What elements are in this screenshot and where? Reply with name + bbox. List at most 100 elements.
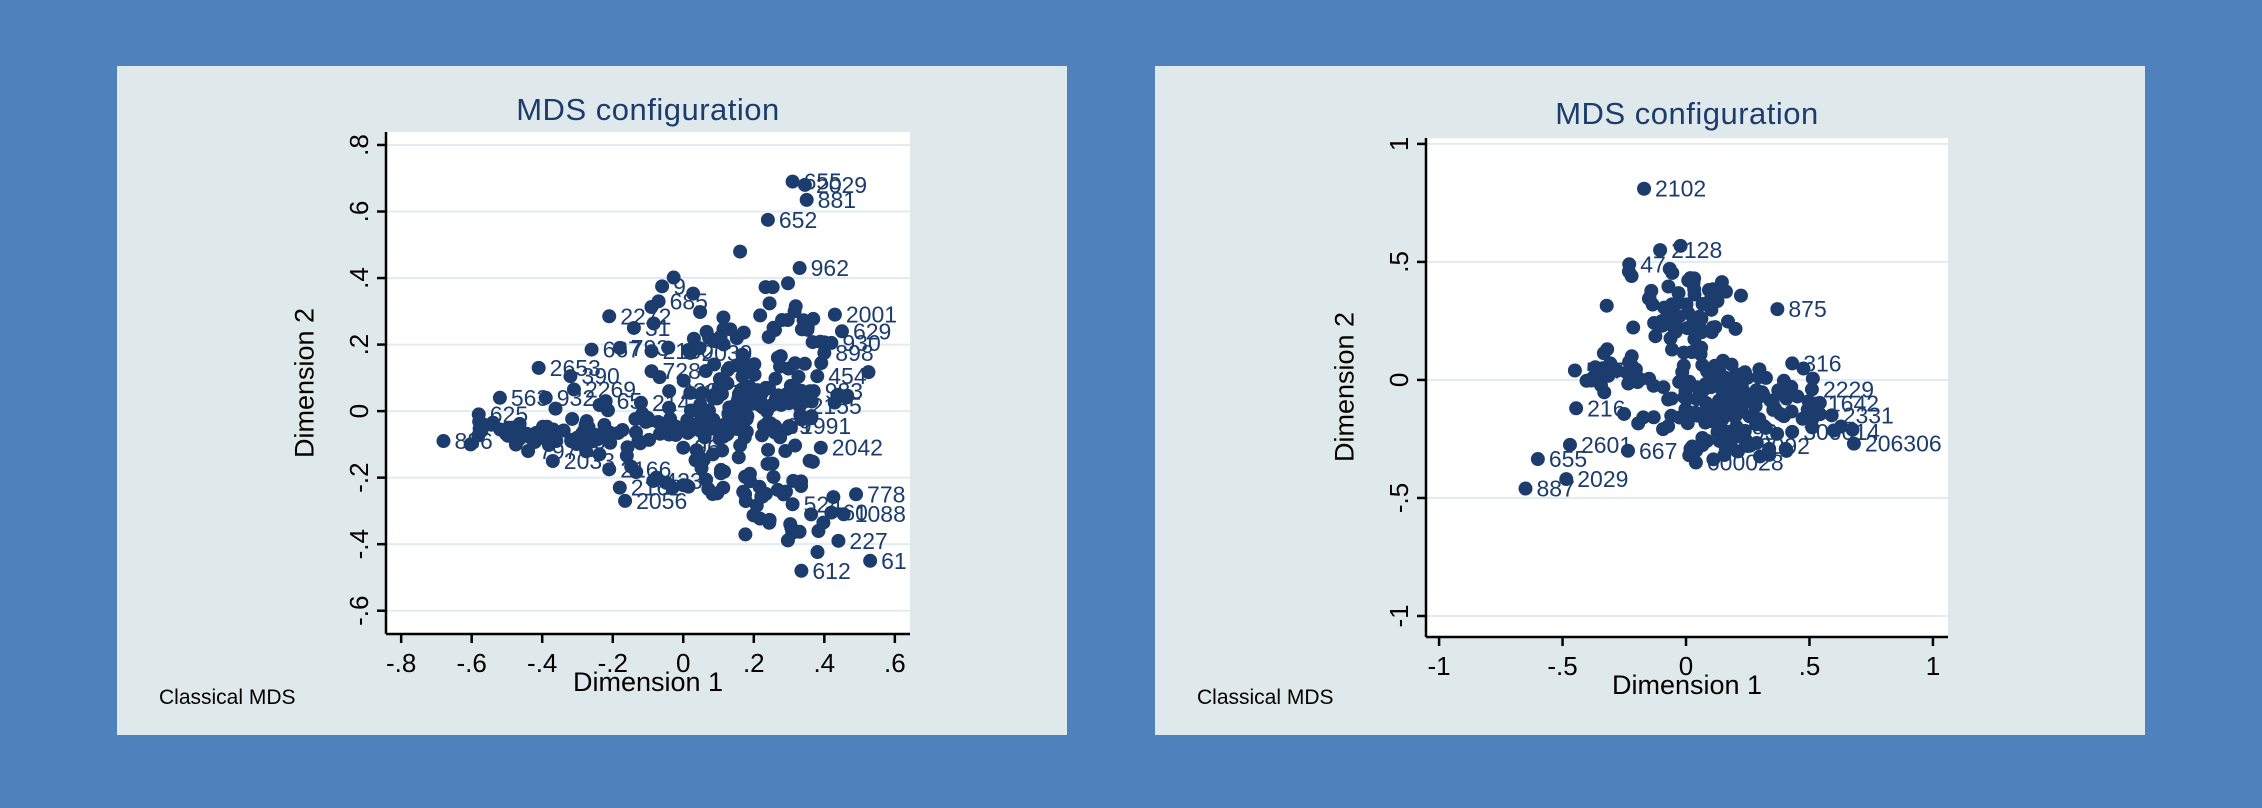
point-label: 157: [701, 380, 739, 406]
data-point: [693, 305, 708, 320]
point-label: 875: [1788, 296, 1826, 322]
y-tick-label: 0: [1384, 373, 1414, 387]
data-point: [619, 448, 634, 463]
data-point: [1683, 441, 1698, 456]
y-tick-label: .6: [344, 201, 374, 223]
data-point: [780, 276, 795, 291]
data-point: [826, 490, 841, 505]
point-label: 612: [812, 558, 850, 584]
data-point: [804, 507, 819, 522]
data-point: [1676, 358, 1691, 373]
data-point: [1785, 356, 1800, 371]
scatter-plot-right: 1.50-.5-1-1 -.5 0.5 12102212847875316222916…: [1384, 137, 1948, 681]
data-point: [1833, 419, 1848, 434]
data-point: [1809, 396, 1824, 411]
data-point: [1845, 422, 1860, 437]
data-point: [736, 484, 751, 499]
chart-title: MDS configuration: [516, 92, 780, 127]
data-point: [716, 480, 731, 495]
data-point: [602, 309, 617, 324]
data-point: [768, 371, 783, 386]
point-label: 2601: [1581, 432, 1632, 458]
data-point: [783, 378, 798, 393]
point-label: 2042: [832, 435, 883, 461]
data-point: [813, 440, 828, 455]
y-tick-label: .2: [344, 334, 374, 356]
data-point: [628, 425, 643, 440]
data-point: [644, 364, 659, 379]
data-point: [515, 428, 530, 443]
point-label: 1088: [855, 501, 906, 527]
data-point: [758, 380, 773, 395]
data-point: [646, 473, 661, 488]
data-point: [714, 386, 729, 401]
data-point: [797, 177, 812, 192]
data-point: [1707, 365, 1722, 380]
point-label: 962: [811, 255, 849, 281]
data-point: [1706, 452, 1721, 467]
data-point: [806, 311, 821, 326]
data-point: [1648, 329, 1663, 344]
data-point: [1687, 287, 1702, 302]
data-point: [781, 361, 796, 376]
data-point: [1680, 321, 1695, 336]
data-point: [578, 418, 593, 433]
data-point: [548, 401, 563, 416]
data-point: [780, 533, 795, 548]
point-label: 96: [694, 435, 720, 461]
data-point: [1692, 390, 1707, 405]
point-label: 778: [867, 481, 905, 507]
data-point: [1694, 325, 1709, 340]
data-point: [1695, 357, 1710, 372]
data-point: [612, 340, 627, 355]
data-point: [810, 545, 825, 560]
y-tick-label: .4: [344, 267, 374, 289]
data-point: [713, 329, 728, 344]
data-point: [863, 553, 878, 568]
data-point: [768, 391, 783, 406]
data-point: [849, 487, 864, 502]
data-point: [688, 453, 703, 468]
data-point: [804, 409, 819, 424]
data-point: [723, 322, 738, 337]
data-point: [612, 480, 627, 495]
data-point: [1599, 298, 1614, 313]
data-point: [782, 419, 797, 434]
data-point: [799, 192, 814, 207]
x-tick-label: -.4: [527, 648, 557, 678]
point-label: 893: [1739, 419, 1777, 445]
data-point: [646, 316, 661, 331]
x-tick-label: .2: [743, 648, 765, 678]
data-point: [736, 325, 751, 340]
data-point: [545, 454, 560, 469]
data-point: [788, 299, 803, 314]
data-point: [1688, 455, 1703, 470]
data-point: [813, 334, 828, 349]
data-point: [1653, 243, 1668, 258]
point-label: 2102: [1655, 176, 1706, 202]
data-point: [1688, 405, 1703, 420]
point-label: 206306: [1865, 431, 1942, 457]
data-point: [738, 527, 753, 542]
point-label: 2029: [816, 172, 867, 198]
point-label: 667: [1639, 438, 1677, 464]
data-point: [1626, 320, 1641, 335]
point-label: 2162: [631, 475, 682, 501]
data-point: [556, 423, 571, 438]
data-point: [1518, 481, 1533, 496]
data-point: [584, 342, 599, 357]
data-point: [1617, 406, 1632, 421]
point-label: 423: [664, 468, 702, 494]
x-axis-label: Dimension 1: [572, 667, 724, 697]
data-point: [1712, 433, 1727, 448]
data-point: [712, 431, 727, 446]
data-point: [683, 345, 698, 360]
data-point: [1731, 396, 1746, 411]
data-point: [676, 440, 691, 455]
x-tick-label: -.2: [598, 648, 628, 678]
data-point: [788, 438, 803, 453]
data-point: [1664, 297, 1679, 312]
data-point: [1718, 404, 1733, 419]
data-point: [785, 174, 800, 189]
